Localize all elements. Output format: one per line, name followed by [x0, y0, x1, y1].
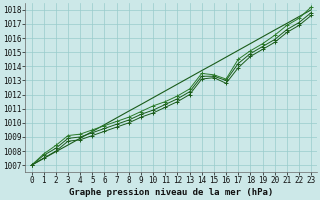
X-axis label: Graphe pression niveau de la mer (hPa): Graphe pression niveau de la mer (hPa) — [69, 188, 274, 197]
